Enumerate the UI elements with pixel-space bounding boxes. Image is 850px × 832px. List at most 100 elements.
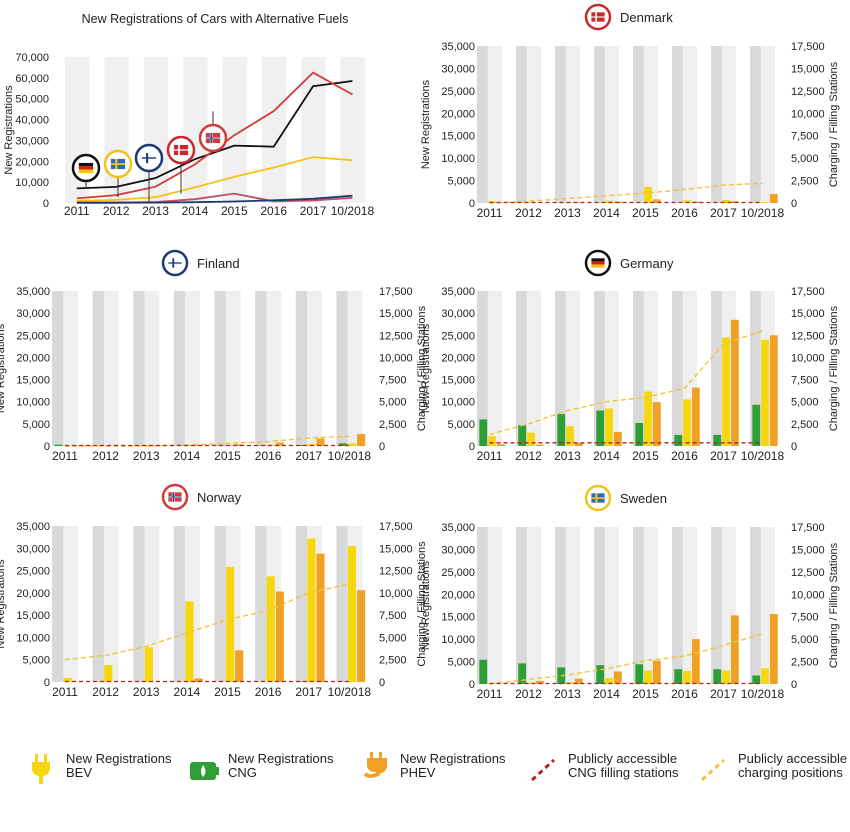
flag-cross <box>591 497 605 499</box>
y-tick-label: 15,000 <box>441 131 475 143</box>
y-tick-label: 5,000 <box>447 419 475 431</box>
band-dark <box>295 526 308 682</box>
y-tick-label: 15,000 <box>16 375 50 387</box>
x-tick-label: 2011 <box>52 685 78 699</box>
bar-phev <box>613 431 622 446</box>
y2-tick-label: 10,000 <box>791 108 825 120</box>
y-tick-label: 15,000 <box>441 375 475 387</box>
band-light <box>266 291 282 446</box>
x-tick-label: 2012 <box>515 449 542 463</box>
x-tick-label: 2017 <box>295 449 322 463</box>
band-dark <box>477 527 488 684</box>
y-tick-label: 10,000 <box>16 397 50 409</box>
bar-phev <box>275 442 284 446</box>
charging-positions-line <box>64 583 350 661</box>
y2-tick-label: 15,000 <box>791 308 825 320</box>
flag-stripe <box>78 166 94 170</box>
y2-axis-label: Charging / Filling Stations <box>416 541 428 667</box>
band-dark <box>214 291 226 446</box>
x-tick-label: 2016 <box>255 685 282 699</box>
y-tick-label: 10,000 <box>441 634 475 646</box>
band-dark <box>173 291 186 446</box>
bar-phev <box>769 614 778 684</box>
band-dark <box>555 46 566 203</box>
band-dark <box>295 291 308 446</box>
bar-phev <box>535 444 544 446</box>
panel-title: Norway <box>197 490 242 505</box>
flag-cross <box>110 163 126 166</box>
bar-bev <box>527 682 535 684</box>
bar-bev <box>226 445 235 446</box>
band-dark <box>672 46 683 203</box>
bar-cng <box>596 410 605 446</box>
y2-tick-label: 2,500 <box>379 655 407 667</box>
flag-finland-icon <box>161 249 189 277</box>
band-dark <box>711 291 722 446</box>
y2-tick-label: 10,000 <box>791 352 825 364</box>
bar-phev <box>316 553 325 682</box>
x-tick-label: 2014 <box>593 206 620 220</box>
y-tick-label: 20,000 <box>16 588 50 600</box>
band-light <box>225 291 241 446</box>
x-tick-label: 2014 <box>174 449 201 463</box>
y-tick-label: 10,000 <box>441 397 475 409</box>
flag-norway-icon <box>198 123 228 153</box>
flag-norway-icon <box>161 483 189 511</box>
flag-germany-icon <box>584 249 612 277</box>
legend: New Registrations BEV New Registrations CN… <box>0 752 850 812</box>
x-tick-label: 2016 <box>255 449 282 463</box>
bar-cng <box>674 669 683 684</box>
bar-bev <box>761 339 769 446</box>
bar-cng <box>479 659 488 684</box>
flag-cross <box>168 496 182 498</box>
panel-title: Sweden <box>620 491 667 506</box>
y-tick-label: 0 <box>43 198 49 210</box>
bar-cng <box>338 443 347 446</box>
x-tick-label: 2013 <box>133 685 160 699</box>
y2-tick-label: 12,500 <box>791 567 825 579</box>
band-dark <box>750 291 761 446</box>
bar-cng <box>752 404 761 446</box>
y-tick-label: 0 <box>44 441 50 453</box>
band-dark <box>594 527 605 684</box>
x-tick-label: 2015 <box>214 685 241 699</box>
y2-tick-label: 17,500 <box>791 522 825 534</box>
band-dark <box>711 46 722 203</box>
band-dark <box>52 291 64 446</box>
bar-phev <box>357 434 366 446</box>
x-tick-label: 2012 <box>103 204 130 218</box>
bar-phev <box>316 438 325 446</box>
bar-cng <box>596 665 605 684</box>
bar-bev <box>644 670 652 684</box>
y2-tick-label: 5,000 <box>379 397 407 409</box>
flag-sweden-icon <box>584 484 612 512</box>
series-line-germany <box>76 80 353 190</box>
y2-axis-label: Charging / Filling Stations <box>828 305 840 431</box>
flag-stripe <box>78 169 94 174</box>
y-axis-label: New Registrations <box>0 559 7 649</box>
legend-phev-line2: PHEV <box>400 765 436 780</box>
bar-phev <box>574 678 583 684</box>
legend-item-cng: New Registrations CNG <box>190 752 334 786</box>
legend-bev-line2: BEV <box>66 765 93 780</box>
bar-cng <box>713 434 722 446</box>
y2-tick-label: 2,500 <box>791 657 819 669</box>
y-tick-label: 25,000 <box>441 330 475 342</box>
x-tick-label: 2014 <box>593 687 620 701</box>
charts-canvas: New Registrations of Cars with Alternati… <box>0 3 840 701</box>
x-tick-label: 2012 <box>515 687 542 701</box>
y-tick-label: 25,000 <box>16 566 50 578</box>
bar-phev <box>652 660 661 684</box>
y2-tick-label: 0 <box>791 198 797 210</box>
y-tick-label: 35,000 <box>16 521 50 533</box>
x-tick-label: 2017 <box>300 204 327 218</box>
y-tick-label: 30,000 <box>441 63 475 75</box>
band-dark <box>92 291 104 446</box>
y2-tick-label: 5,000 <box>379 632 407 644</box>
flag-denmark-icon <box>584 3 612 31</box>
band-dark <box>711 527 722 684</box>
y-tick-label: 0 <box>469 441 475 453</box>
band-light <box>565 527 580 684</box>
flag-cross <box>168 262 182 264</box>
y-tick-label: 10,000 <box>15 177 49 189</box>
